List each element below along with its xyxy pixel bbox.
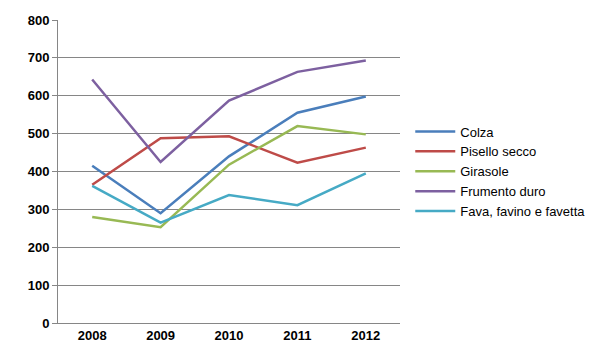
svg-text:2008: 2008	[78, 328, 107, 343]
svg-text:0: 0	[42, 316, 49, 331]
svg-text:Girasole: Girasole	[460, 164, 508, 179]
svg-text:600: 600	[28, 88, 50, 103]
svg-text:800: 800	[28, 13, 50, 28]
svg-text:Frumento duro: Frumento duro	[460, 184, 545, 199]
svg-text:200: 200	[28, 240, 50, 255]
svg-text:Colza: Colza	[460, 125, 494, 140]
svg-text:2011: 2011	[283, 328, 311, 343]
svg-text:Fava, favino e favetta: Fava, favino e favetta	[460, 204, 585, 219]
svg-text:700: 700	[28, 50, 50, 65]
svg-text:2012: 2012	[351, 328, 380, 343]
svg-text:400: 400	[28, 164, 50, 179]
svg-text:2009: 2009	[146, 328, 175, 343]
svg-text:100: 100	[28, 278, 50, 293]
svg-text:Pisello secco: Pisello secco	[460, 144, 536, 159]
svg-text:2010: 2010	[215, 328, 244, 343]
svg-text:300: 300	[28, 202, 50, 217]
svg-text:500: 500	[28, 126, 50, 141]
